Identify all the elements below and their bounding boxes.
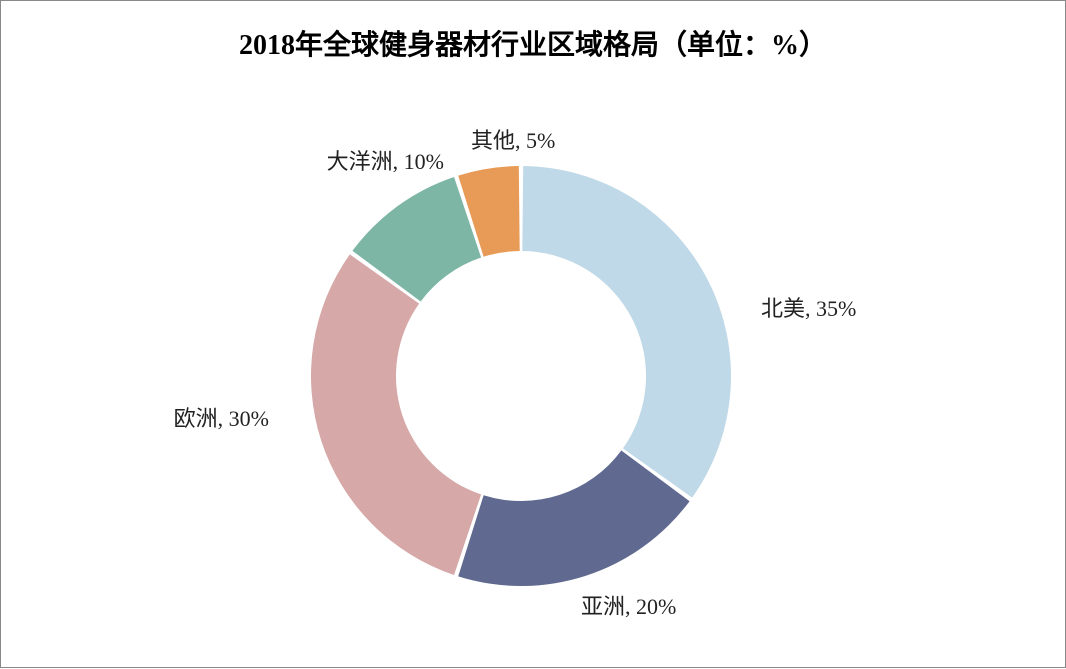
slice-label-3: 大洋洲, 10% (327, 144, 444, 176)
slice-label-2: 欧洲, 30% (174, 401, 269, 433)
chart-container: 2018年全球健身器材行业区域格局（单位：%） 北美, 35%亚洲, 20%欧洲… (0, 0, 1066, 668)
slice-2 (311, 254, 481, 575)
slice-label-4: 其他, 5% (471, 123, 555, 155)
donut-chart (1, 1, 1066, 669)
slice-label-1: 亚洲, 20% (581, 589, 676, 621)
slice-0 (522, 166, 731, 498)
slice-label-0: 北美, 35% (761, 291, 856, 323)
